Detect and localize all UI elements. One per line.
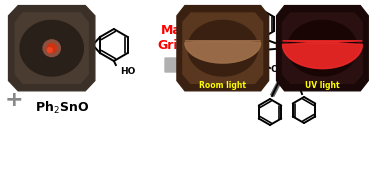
Text: Ph$_2$SnO: Ph$_2$SnO	[35, 100, 89, 116]
Text: Manual
Grinding: Manual Grinding	[157, 25, 217, 51]
Text: O: O	[270, 66, 278, 74]
Text: OH: OH	[27, 67, 43, 75]
FancyArrow shape	[165, 55, 210, 75]
Text: +: +	[5, 90, 23, 110]
Text: O: O	[298, 67, 306, 77]
Text: N: N	[294, 43, 302, 53]
Text: N: N	[86, 40, 94, 50]
Text: N: N	[64, 40, 72, 50]
Text: HO: HO	[120, 67, 135, 75]
Text: N: N	[274, 42, 282, 50]
Text: Sn: Sn	[282, 57, 297, 67]
